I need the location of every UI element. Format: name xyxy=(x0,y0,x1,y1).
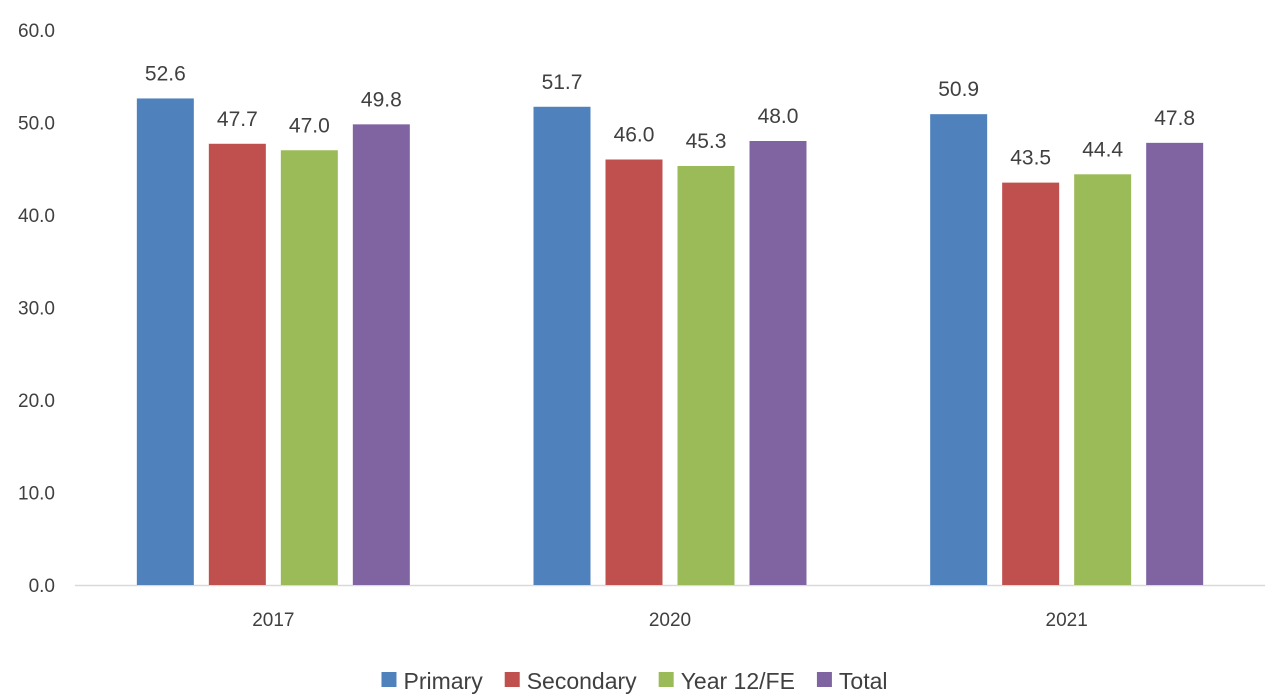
legend-swatch-year-12-fe xyxy=(658,672,674,687)
bar-secondary-2021 xyxy=(1002,182,1060,585)
legend-label: Total xyxy=(839,668,888,694)
data-label: 46.0 xyxy=(614,124,655,147)
bar-total-2021 xyxy=(1146,142,1204,585)
bar-total-2017 xyxy=(352,124,410,585)
data-label: 47.7 xyxy=(217,108,258,131)
bar-total-2020 xyxy=(749,141,807,585)
y-axis: 0.0 10.0 20.0 30.0 40.0 50.0 60.0 xyxy=(18,21,55,597)
legend-swatch-secondary xyxy=(504,672,520,687)
y-tick-label: 30.0 xyxy=(18,299,55,320)
data-label: 45.3 xyxy=(686,130,727,153)
data-label: 50.9 xyxy=(938,78,979,101)
data-label: 44.4 xyxy=(1082,138,1123,161)
x-tick-label: 2017 xyxy=(252,610,294,631)
data-label: 51.7 xyxy=(542,71,583,94)
data-label: 48.0 xyxy=(758,105,799,128)
bar-primary-2020 xyxy=(533,106,591,586)
y-tick-label: 60.0 xyxy=(18,21,55,42)
data-label: 52.6 xyxy=(145,62,186,85)
legend-swatch-total xyxy=(816,672,832,687)
bar-secondary-2017 xyxy=(208,143,266,585)
bars xyxy=(136,98,1204,586)
legend: Primary Secondary Year 12/FE Total xyxy=(381,668,888,694)
bar-primary-2017 xyxy=(136,98,194,585)
legend-label: Year 12/FE xyxy=(681,668,795,694)
y-tick-label: 0.0 xyxy=(29,576,55,597)
bar-year-12-fe-2017 xyxy=(280,150,338,585)
bar-year-12-fe-2021 xyxy=(1074,174,1132,586)
data-label: 47.0 xyxy=(289,114,330,137)
x-axis: 2017 2020 2021 xyxy=(75,584,1265,631)
legend-label: Primary xyxy=(403,668,483,694)
y-tick-label: 10.0 xyxy=(18,484,55,505)
x-tick-label: 2021 xyxy=(1046,610,1088,631)
y-tick-label: 50.0 xyxy=(18,114,55,135)
x-tick-label: 2020 xyxy=(649,610,691,631)
bar-year-12-fe-2020 xyxy=(677,165,735,585)
y-tick-label: 40.0 xyxy=(18,206,55,227)
bar-primary-2021 xyxy=(930,114,988,586)
data-labels: 52.6 47.7 47.0 49.8 51.7 46.0 45.3 48.0 50.9 43.5… xyxy=(145,62,1195,169)
bar-secondary-2020 xyxy=(605,159,663,585)
y-tick-label: 20.0 xyxy=(18,391,55,412)
legend-swatch-primary xyxy=(381,672,397,687)
data-label: 47.8 xyxy=(1154,107,1195,130)
data-label: 43.5 xyxy=(1010,147,1051,170)
data-label: 49.8 xyxy=(361,88,402,111)
legend-label: Secondary xyxy=(527,668,637,694)
